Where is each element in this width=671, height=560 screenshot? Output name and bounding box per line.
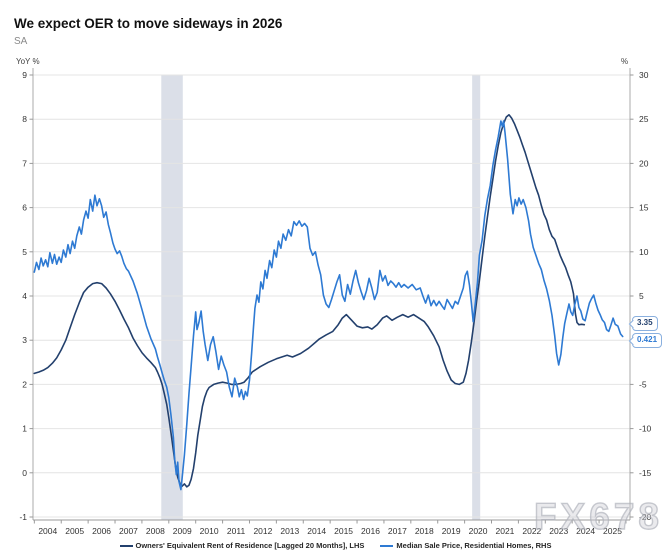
median-sale-price-line-swatch: [380, 544, 394, 547]
median-sale-price-last-value: 0.421: [637, 335, 658, 344]
x-axis-year-label: 2011: [227, 526, 246, 536]
y-axis-tick-label-right: 10: [639, 247, 649, 257]
x-axis-year-label: 2021: [495, 526, 514, 536]
x-axis-year-label: 2006: [92, 526, 111, 536]
legend-label: Owners' Equivalent Rent of Residence [La…: [135, 541, 365, 550]
chart-subtitle: SA: [14, 36, 28, 47]
y-axis-tick-label-left: 1: [22, 424, 27, 434]
y-axis-tick-label-left: 9: [22, 70, 27, 80]
y-axis-tick-label-left: -1: [19, 512, 27, 522]
legend-item-oer: Owners' Equivalent Rent of Residence [La…: [119, 541, 365, 550]
x-axis-year-label: 2014: [307, 526, 326, 536]
oer-last-value-label: 3.35: [628, 316, 658, 331]
x-axis-year-label: 2005: [65, 526, 84, 536]
y-axis-tick-label-left: 4: [22, 291, 27, 301]
oer-last-value: 3.35: [637, 318, 653, 327]
y-axis-tick-label-left: 7: [22, 158, 27, 168]
page-title: We expect OER to move sideways in 2026: [14, 16, 283, 31]
y-axis-tick-label-left: 2: [22, 379, 27, 389]
y-axis-tick-label-right: 5: [639, 291, 644, 301]
x-axis-year-label: 2022: [522, 526, 541, 536]
legend-item-median-sale-price: Median Sale Price, Residential Homes, RH…: [380, 541, 551, 550]
x-axis-year-label: 2018: [415, 526, 434, 536]
recession-band: [161, 75, 183, 520]
x-axis-year-label: 2013: [280, 526, 299, 536]
x-axis-year-label: 2007: [119, 526, 138, 536]
y-axis-tick-label-left: 3: [22, 335, 27, 345]
x-axis-year-label: 2009: [173, 526, 192, 536]
y-axis-tick-label-left: 6: [22, 203, 27, 213]
x-axis-year-label: 2012: [253, 526, 272, 536]
y-axis-tick-label-right: 30: [639, 70, 649, 80]
y-axis-tick-label-right: 25: [639, 114, 649, 124]
x-axis-year-label: 2025: [603, 526, 622, 536]
x-axis-year-label: 2017: [388, 526, 407, 536]
y-axis-tick-label-right: 20: [639, 158, 649, 168]
x-axis-year-label: 2023: [549, 526, 568, 536]
left-axis-unit-label: YoY %: [16, 57, 40, 66]
y-axis-tick-label-right: -15: [639, 468, 652, 478]
x-axis-year-label: 2010: [200, 526, 219, 536]
y-axis-tick-label-left: 5: [22, 247, 27, 257]
median-sale-price-last-value-label: 0.421: [628, 333, 663, 348]
right-axis-unit-label: %: [621, 57, 628, 66]
y-axis-tick-label-left: 0: [22, 468, 27, 478]
oer-line: [33, 114, 586, 488]
x-axis-year-label: 2008: [146, 526, 165, 536]
x-axis-year-label: 2020: [469, 526, 488, 536]
y-axis-tick-label-right: 15: [639, 203, 649, 213]
y-axis-tick-label-right: -20: [639, 512, 652, 522]
y-axis-tick-label-right: -10: [639, 424, 652, 434]
y-axis-tick-label-right: -5: [639, 379, 647, 389]
oer-line-swatch: [119, 544, 133, 547]
x-axis-year-label: 2015: [334, 526, 353, 536]
x-axis-year-label: 2016: [361, 526, 380, 536]
watermark: FX678: [533, 495, 664, 537]
x-axis-year-label: 2004: [38, 526, 57, 536]
legend-label: Median Sale Price, Residential Homes, RH…: [396, 541, 552, 550]
y-axis-tick-label-left: 8: [22, 114, 27, 124]
x-axis-year-label: 2019: [442, 526, 461, 536]
x-axis-year-label: 2024: [576, 526, 595, 536]
median-sale-price-line: [33, 120, 624, 491]
chart-legend: Owners' Equivalent Rent of Residence [La…: [0, 541, 671, 550]
